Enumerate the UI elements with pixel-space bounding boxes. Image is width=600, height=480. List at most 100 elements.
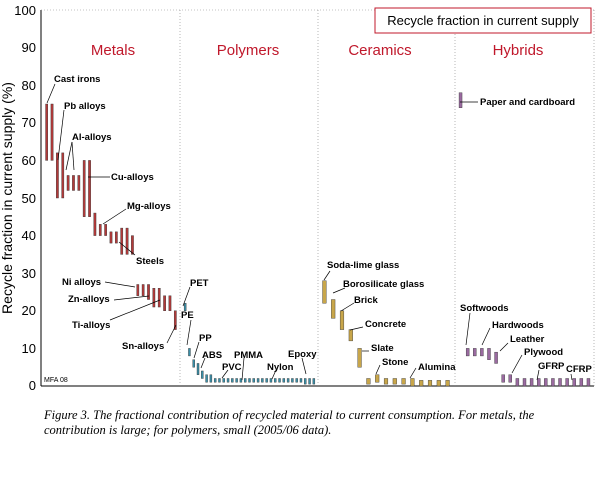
range-bar xyxy=(239,378,243,383)
leader-line xyxy=(46,83,56,104)
leader-line xyxy=(241,357,245,381)
range-bar xyxy=(436,380,441,387)
range-bar xyxy=(98,224,102,236)
range-bar xyxy=(544,378,548,387)
range-bar xyxy=(82,160,86,217)
range-bar xyxy=(579,378,584,387)
range-bar xyxy=(274,378,277,383)
range-bar xyxy=(235,378,238,383)
range-bar xyxy=(410,378,415,387)
stamp-label: MFA 08 xyxy=(44,377,68,384)
range-bar xyxy=(125,227,129,255)
leader-line xyxy=(113,295,150,301)
leader-line xyxy=(536,369,540,381)
leader-line xyxy=(102,208,127,225)
leader-line xyxy=(340,302,355,312)
range-bar xyxy=(366,378,371,385)
leader-line xyxy=(65,141,73,171)
leader-line xyxy=(481,327,491,346)
leader-line xyxy=(104,281,136,288)
range-bar xyxy=(157,288,161,308)
range-bar xyxy=(256,378,260,383)
range-bar xyxy=(183,303,187,311)
range-bar xyxy=(586,378,591,387)
label-gfrp: GFRP xyxy=(538,361,565,372)
range-bar xyxy=(515,378,520,387)
label-cast-irons: Cast irons xyxy=(54,74,100,85)
range-bar xyxy=(494,351,498,364)
leader-line xyxy=(499,342,509,352)
range-bar xyxy=(141,284,145,296)
leader-line xyxy=(57,109,65,161)
range-bar xyxy=(152,288,156,308)
recycle-fraction-chart: 0 10 20 30 40 50 60 70 80 90 100 Recycle… xyxy=(0,3,595,393)
range-bar xyxy=(252,378,255,383)
range-bar xyxy=(473,348,477,357)
label-ni-alloys: Ni alloys xyxy=(62,277,101,288)
range-bar xyxy=(304,378,307,385)
label-epoxy: Epoxy xyxy=(288,349,317,360)
range-bar xyxy=(248,378,251,383)
range-bar xyxy=(168,295,172,312)
range-bar xyxy=(93,212,97,236)
range-bar xyxy=(77,175,81,191)
range-bar xyxy=(299,378,303,383)
leader-line xyxy=(186,319,192,346)
range-bar xyxy=(213,378,217,383)
material-labels: Cast irons Pb alloys Al-alloys Cu-alloys… xyxy=(54,74,593,375)
range-bar xyxy=(147,284,150,300)
range-bar xyxy=(465,348,470,357)
range-bar xyxy=(222,378,225,383)
label-pet: PET xyxy=(190,278,209,289)
range-bar xyxy=(218,378,221,383)
leader-line xyxy=(511,354,523,374)
y-tick-label: 100 xyxy=(14,3,36,18)
range-bar xyxy=(136,284,140,296)
y-tick-label: 30 xyxy=(22,266,36,281)
leader-line xyxy=(182,286,191,307)
title-box xyxy=(374,7,592,34)
range-bar xyxy=(261,378,264,383)
y-axis-label: Recycle fraction in current supply (%) xyxy=(0,82,15,314)
leader-line xyxy=(409,367,417,379)
leader-line xyxy=(109,299,161,321)
y-tick-label: 70 xyxy=(22,115,36,130)
range-bar xyxy=(226,378,230,383)
group-label-ceramics: Ceramics xyxy=(348,42,411,59)
range-bar xyxy=(192,359,195,368)
label-steels: Steels xyxy=(136,256,164,267)
leader-line xyxy=(71,141,75,171)
leader-line xyxy=(465,312,471,346)
label-hardwoods: Hardwoods xyxy=(492,320,544,331)
range-bar xyxy=(131,235,134,255)
label-pvc: PVC xyxy=(222,362,242,373)
leader-line xyxy=(301,357,307,375)
range-bar xyxy=(120,227,124,255)
y-tick-label: 20 xyxy=(22,303,36,318)
chart-title: Recycle fraction in current supply xyxy=(387,13,579,28)
range-bar xyxy=(72,175,75,191)
leader-lines xyxy=(46,83,573,381)
range-bar xyxy=(558,378,562,387)
leader-line xyxy=(166,324,177,344)
label-soda-lime-glass: Soda-lime glass xyxy=(327,260,399,271)
range-bar xyxy=(392,378,397,385)
label-pp: PP xyxy=(199,333,212,344)
y-tick-label: 60 xyxy=(22,153,36,168)
range-bar xyxy=(115,231,118,244)
leader-line xyxy=(323,270,331,281)
range-bar xyxy=(244,378,247,383)
leader-line xyxy=(271,369,277,380)
range-bar xyxy=(291,378,294,383)
range-bar xyxy=(445,380,450,387)
range-bar xyxy=(401,378,406,385)
range-bar xyxy=(286,378,290,383)
range-bar xyxy=(529,378,534,387)
range-bar xyxy=(572,378,576,387)
label-zn-alloys: Zn-alloys xyxy=(68,294,110,305)
range-bar xyxy=(269,378,273,383)
range-bar xyxy=(458,92,463,108)
leader-line xyxy=(200,357,206,369)
range-bar xyxy=(209,374,213,383)
y-tick-label: 90 xyxy=(22,40,36,55)
